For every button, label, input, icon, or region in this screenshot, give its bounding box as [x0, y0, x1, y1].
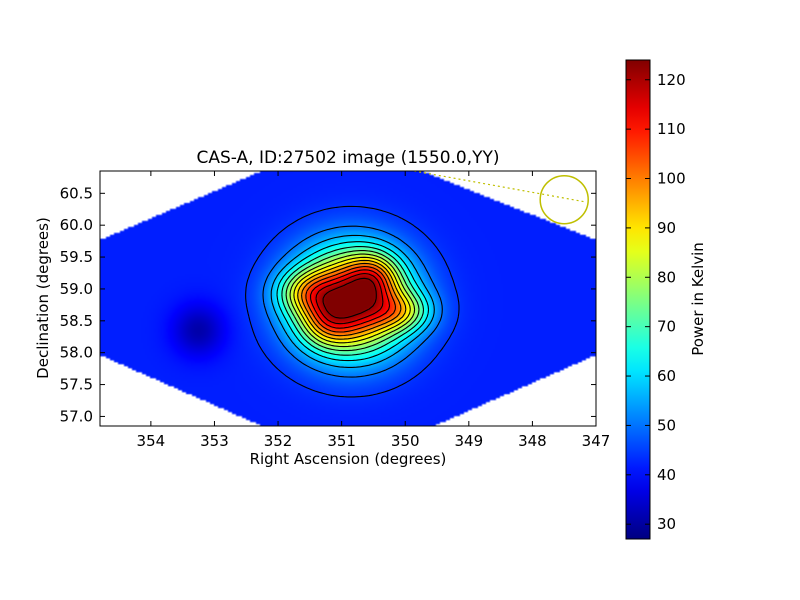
colorbar-fill: [625, 59, 651, 540]
plot-frame: [99, 170, 597, 427]
contour-line: [322, 277, 377, 319]
colorbar-tick-label: 90: [657, 219, 676, 237]
x-tick-label: 351: [327, 432, 356, 450]
y-tick-label: 60.0: [60, 216, 93, 234]
y-tick-label: 59.5: [60, 248, 93, 266]
y-tick-label: 57.5: [60, 376, 93, 394]
colorbar-tick-label: 40: [657, 466, 676, 484]
y-tick-label: 58.5: [60, 312, 93, 330]
plot-area: [99, 170, 597, 427]
contour-line: [315, 272, 384, 325]
colorbar-ticks: 30 40 50 60 70 80 90 100 110 120: [626, 71, 686, 533]
x-tick-label: 348: [518, 432, 547, 450]
heatmap-image: [100, 171, 596, 426]
contour-line: [262, 225, 443, 378]
colorbar-tick-label: 80: [657, 268, 676, 286]
contour-line: [297, 259, 407, 340]
colorbar-tick-label: 30: [657, 515, 676, 533]
contour-line: [276, 241, 430, 362]
colorbar-tick-label: 50: [657, 416, 676, 434]
colorbar: 30 40 50 60 70 80 90 100 110 120 Power in Kelvin: [625, 59, 707, 540]
x-tick-label: 347: [582, 432, 611, 450]
colorbar-tick-label: 100: [657, 170, 686, 188]
x-tick-label: 350: [391, 432, 420, 450]
y-axis: 57.0 57.5 58.0 58.5 59.0 59.5 60.0 60.5: [60, 184, 596, 425]
x-axis: 354 353 352 351 350 349 348 347: [137, 171, 611, 450]
contour-line: [301, 262, 402, 337]
colorbar-tick-label: 60: [657, 367, 676, 385]
x-tick-label: 349: [455, 432, 484, 450]
contour-line: [293, 256, 411, 344]
contour-line: [285, 250, 420, 352]
beam-circle: [539, 174, 589, 225]
contour-line: [281, 245, 425, 356]
beam-trail: [414, 171, 585, 203]
y-tick-label: 60.5: [60, 184, 93, 202]
colorbar-tick-label: 110: [657, 120, 686, 138]
y-tick-label: 59.0: [60, 280, 93, 298]
contour-line: [310, 269, 391, 329]
beam-marker: [414, 171, 589, 225]
x-tick-label: 352: [264, 432, 293, 450]
colorbar-label: Power in Kelvin: [689, 242, 707, 356]
chart-title: CAS-A, ID:27502 image (1550.0,YY): [196, 148, 499, 168]
colorbar-tick-label: 70: [657, 318, 676, 336]
y-tick-label: 57.0: [60, 407, 93, 425]
y-axis-label: Declination (degrees): [34, 217, 52, 379]
contour-line: [289, 253, 416, 348]
y-tick-label: 58.0: [60, 344, 93, 362]
contour-lines: [245, 205, 460, 398]
x-tick-label: 353: [200, 432, 229, 450]
colorbar-tick-label: 120: [657, 71, 686, 89]
x-tick-label: 354: [137, 432, 166, 450]
contour-line: [305, 265, 396, 333]
contour-line: [270, 234, 435, 368]
x-axis-label: Right Ascension (degrees): [250, 450, 447, 468]
contour-line: [245, 205, 460, 398]
